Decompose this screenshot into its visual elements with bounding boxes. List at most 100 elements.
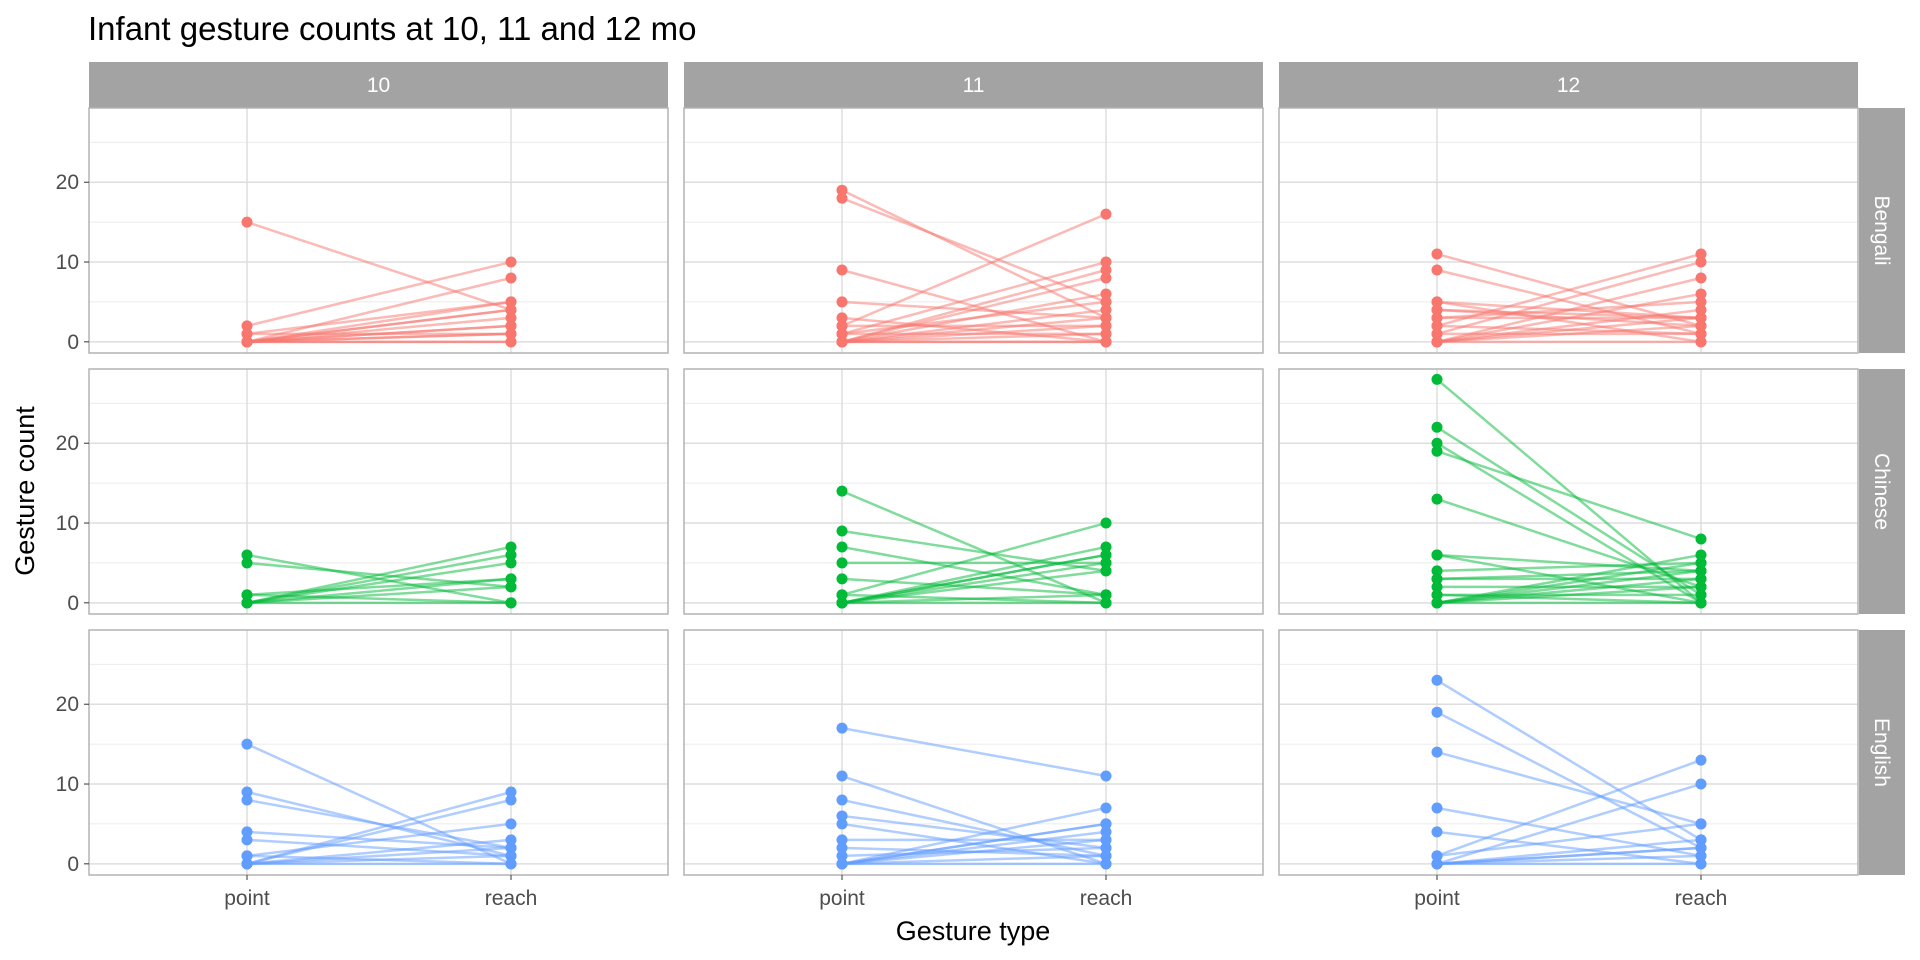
series-line [841,197,1107,304]
point-marker [836,818,848,830]
y-axis-title: Gesture count [10,406,40,576]
series-line [1436,276,1702,344]
point-marker [241,834,253,846]
reach-marker [1695,778,1707,790]
point-marker [1431,746,1443,758]
point-marker [836,320,848,332]
panel-border [683,629,1264,876]
reach-marker [1100,597,1112,609]
x-tick-label: point [819,887,865,910]
reach-marker [1695,597,1707,609]
series-line [246,838,512,858]
series-line [1436,252,1702,328]
series-line [841,529,1107,573]
y-tick-label: 0 [67,853,79,876]
panel-english-12 [1278,629,1859,876]
point-marker [1431,858,1443,870]
y-tick-label: 20 [56,171,79,194]
point-marker [1431,248,1443,260]
y-tick-label: 0 [67,592,79,615]
point-marker [1431,597,1443,609]
point-marker [836,264,848,276]
point-marker [1431,826,1443,838]
series-line [1436,569,1702,605]
reach-marker [1695,256,1707,268]
reach-marker [1100,328,1112,340]
point-marker [836,722,848,734]
series-line [841,260,1107,336]
reach-marker [1100,834,1112,846]
panel-english-11 [683,629,1264,876]
reach-marker [1695,842,1707,854]
point-marker [241,597,253,609]
reach-marker [1695,850,1707,862]
reach-marker [1100,312,1112,324]
series-line [1436,300,1702,344]
reach-marker [505,858,517,870]
point-marker [241,738,253,750]
panel-chinese-12 [1278,368,1859,615]
series-line [841,521,1107,597]
point-marker [1431,320,1443,332]
point-marker [1431,304,1443,316]
reach-marker [1100,296,1112,308]
series-line [246,577,512,597]
reach-marker [505,296,517,308]
point-marker [836,573,848,585]
point-marker [1431,336,1443,348]
series-line [841,212,1107,328]
y-tick-label: 20 [56,432,79,455]
point-marker [1431,850,1443,862]
reach-marker [1100,549,1112,561]
point-marker [1431,264,1443,276]
series-line [1436,846,1702,866]
series-line [1436,553,1702,605]
point-marker [1431,493,1443,505]
chart-title: Infant gesture counts at 10, 11 and 12 m… [88,10,696,47]
point-marker [1431,581,1443,593]
series-line [1436,569,1702,581]
reach-marker [1695,304,1707,316]
point-marker [1431,421,1443,433]
panel-border [1278,629,1859,876]
series-line [246,260,512,328]
series-line [841,798,1107,858]
column-strip-11 [684,62,1263,108]
panel-bengali-11 [683,107,1264,354]
point-marker [241,328,253,340]
series-line [1436,324,1702,336]
series-line [841,726,1107,778]
point-marker [836,485,848,497]
series-line [1436,679,1702,841]
row-strip-chinese [1859,369,1905,614]
column-strip-10 [89,62,668,108]
series-line [246,332,512,344]
point-marker [1431,373,1443,385]
reach-marker [1100,320,1112,332]
series-line [246,300,512,344]
series-line [246,316,512,344]
point-marker [836,589,848,601]
series-line [841,593,1107,605]
reach-marker [1100,802,1112,814]
point-marker [241,850,253,862]
reach-marker [1100,850,1112,862]
series-line [1436,308,1702,344]
y-tick-label: 20 [56,693,79,716]
series-line [841,822,1107,866]
point-marker [836,312,848,324]
reach-marker [1695,533,1707,545]
point-marker [836,184,848,196]
series-line [246,553,512,605]
reach-marker [1695,818,1707,830]
panel-bengali-10 [88,107,669,354]
series-line [246,545,512,605]
series-line [841,316,1107,344]
reach-marker [1695,573,1707,585]
series-line [1436,806,1702,858]
point-marker [1431,565,1443,577]
reach-marker [1100,842,1112,854]
series-line [246,276,512,344]
series-line [1436,561,1702,573]
reach-marker [1695,312,1707,324]
